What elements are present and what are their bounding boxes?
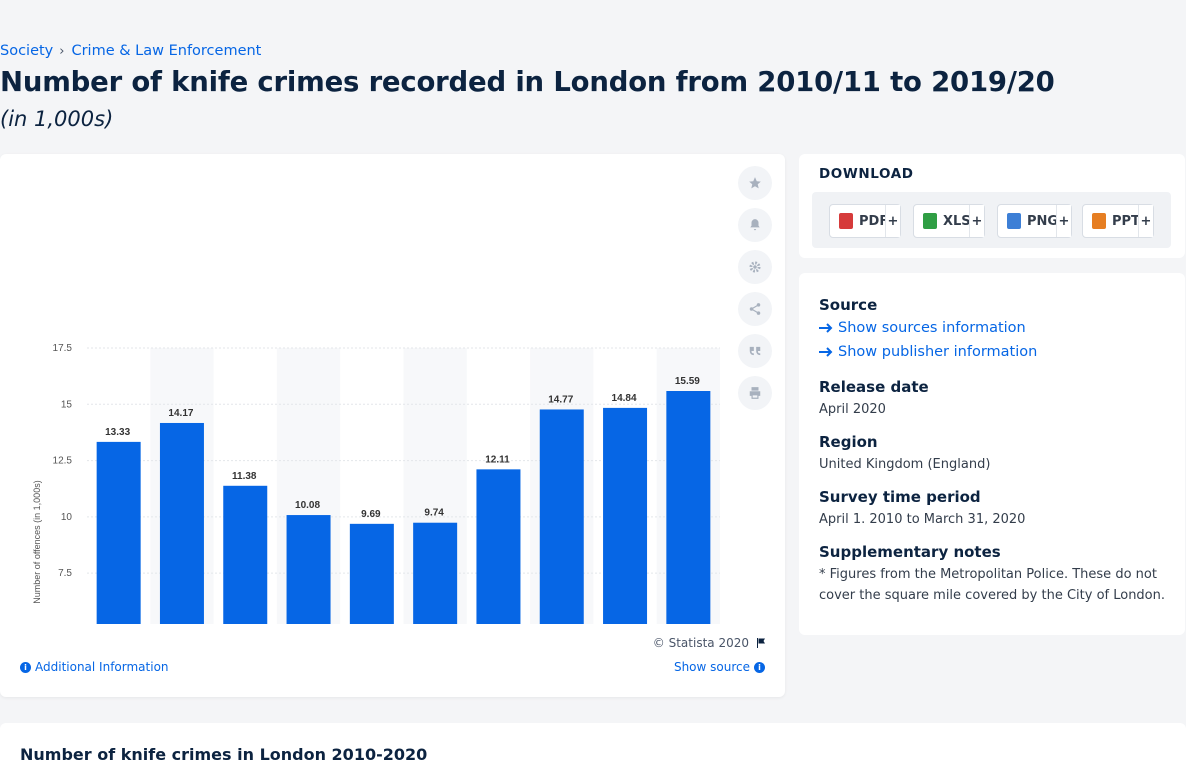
gear-icon bbox=[749, 261, 761, 273]
data-label: 10.08 bbox=[295, 500, 320, 511]
flag-icon[interactable] bbox=[755, 637, 767, 649]
statistic-details-card: Source Show sources information Show pub… bbox=[799, 273, 1185, 635]
show-sources-label: Show sources information bbox=[838, 320, 1026, 336]
share-icon bbox=[749, 303, 761, 315]
show-publisher-link[interactable]: Show publisher information bbox=[819, 344, 1037, 360]
copyright-notice: © Statista 2020 bbox=[653, 636, 767, 650]
data-label: 9.74 bbox=[424, 508, 444, 519]
download-xls-button[interactable]: XLS + bbox=[913, 204, 985, 238]
top-bar bbox=[0, 0, 1186, 38]
bar[interactable] bbox=[476, 469, 521, 624]
print-button[interactable] bbox=[738, 376, 772, 410]
favorite-button[interactable] bbox=[738, 166, 772, 200]
download-xls-label: XLS bbox=[943, 213, 971, 229]
download-buttons: PDF + XLS + PNG + PPT + bbox=[812, 192, 1171, 248]
y-axis-label: Number of offences (in 1,000s) bbox=[32, 480, 42, 603]
arrow-right-icon bbox=[819, 323, 833, 333]
bar[interactable] bbox=[96, 441, 141, 624]
download-pdf-plus[interactable]: + bbox=[885, 205, 900, 237]
info-icon: i bbox=[754, 661, 765, 673]
data-label: 14.84 bbox=[612, 393, 637, 404]
breadcrumb-item-crime[interactable]: Crime & Law Enforcement bbox=[71, 43, 262, 59]
data-label: 11.38 bbox=[232, 471, 257, 482]
breadcrumb-item-society[interactable]: Society bbox=[0, 43, 54, 59]
related-statistic-title[interactable]: Number of knife crimes in London 2010-20… bbox=[20, 745, 428, 760]
download-png-label: PNG bbox=[1027, 213, 1059, 229]
share-button[interactable] bbox=[738, 292, 772, 326]
chart-card: 13.33 14.17 11.38 10.08 9.69 9.74 12.11 14.77 14… bbox=[0, 154, 785, 697]
chart-tools bbox=[738, 166, 772, 418]
survey-period-value: April 1. 2010 to March 31, 2020 bbox=[819, 512, 1026, 527]
region-label: Region bbox=[819, 433, 878, 451]
download-xls-plus[interactable]: + bbox=[969, 205, 984, 237]
data-label: 15.59 bbox=[675, 376, 700, 387]
download-png-button[interactable]: PNG + bbox=[997, 204, 1072, 238]
release-date-label: Release date bbox=[819, 378, 929, 396]
survey-period-label: Survey time period bbox=[819, 488, 981, 506]
png-file-icon bbox=[1007, 213, 1021, 229]
download-ppt-label: PPT bbox=[1112, 213, 1140, 229]
download-ppt-button[interactable]: PPT + bbox=[1082, 204, 1154, 238]
settings-button[interactable] bbox=[738, 250, 772, 284]
cite-button[interactable] bbox=[738, 334, 772, 368]
bell-icon bbox=[750, 219, 760, 231]
breadcrumb-separator: › bbox=[59, 43, 65, 59]
download-png-plus[interactable]: + bbox=[1056, 205, 1071, 237]
data-label: 14.17 bbox=[168, 408, 193, 419]
bar[interactable] bbox=[603, 407, 648, 624]
bar[interactable] bbox=[413, 522, 458, 624]
data-label: 12.11 bbox=[485, 454, 510, 465]
release-date-value: April 2020 bbox=[819, 402, 886, 417]
supplementary-notes-value: * Figures from the Metropolitan Police. … bbox=[819, 567, 1166, 603]
additional-info-label: Additional Information bbox=[35, 660, 169, 674]
show-source-link[interactable]: Show source i bbox=[674, 660, 765, 674]
y-tick-label: 10 bbox=[61, 512, 73, 523]
bar[interactable] bbox=[539, 409, 584, 624]
bar-chart: 13.33 14.17 11.38 10.08 9.69 9.74 12.11 14.77 14… bbox=[32, 343, 720, 624]
source-label: Source bbox=[819, 296, 878, 314]
supplementary-notes-label: Supplementary notes bbox=[819, 543, 1001, 561]
page-title: Number of knife crimes recorded in Londo… bbox=[0, 66, 1055, 98]
xls-file-icon bbox=[923, 213, 937, 229]
data-label: 9.69 bbox=[361, 509, 381, 520]
print-icon bbox=[749, 387, 761, 399]
show-publisher-label: Show publisher information bbox=[838, 344, 1038, 360]
quote-icon bbox=[749, 346, 761, 356]
additional-info-link[interactable]: i Additional Information bbox=[20, 660, 169, 674]
copyright-text: © Statista 2020 bbox=[652, 636, 749, 650]
y-tick-label: 17.5 bbox=[53, 343, 73, 354]
arrow-right-icon bbox=[819, 347, 833, 357]
info-icon: i bbox=[20, 661, 31, 673]
y-tick-label: 12.5 bbox=[53, 456, 73, 467]
region-value: United Kingdom (England) bbox=[819, 457, 991, 472]
bar[interactable] bbox=[223, 485, 268, 624]
data-label: 14.77 bbox=[548, 394, 573, 405]
y-tick-label: 15 bbox=[61, 399, 73, 410]
data-label: 13.33 bbox=[105, 427, 130, 438]
download-pdf-button[interactable]: PDF + bbox=[829, 204, 901, 238]
y-tick-label: 7.5 bbox=[58, 568, 72, 579]
notification-button[interactable] bbox=[738, 208, 772, 242]
bar[interactable] bbox=[349, 523, 394, 624]
download-ppt-plus[interactable]: + bbox=[1138, 205, 1153, 237]
show-source-label: Show source bbox=[673, 660, 750, 674]
page-subtitle: (in 1,000s) bbox=[0, 107, 114, 131]
ppt-file-icon bbox=[1092, 213, 1106, 229]
breadcrumb: Society › Crime & Law Enforcement bbox=[0, 43, 261, 59]
show-sources-link[interactable]: Show sources information bbox=[819, 320, 1026, 336]
pdf-file-icon bbox=[839, 213, 853, 229]
bar[interactable] bbox=[159, 422, 204, 624]
bar[interactable] bbox=[286, 515, 331, 624]
star-icon bbox=[749, 177, 761, 189]
download-title: DOWNLOAD bbox=[819, 166, 914, 182]
related-statistic-card: Number of knife crimes in London 2010-20… bbox=[0, 723, 1186, 760]
bar[interactable] bbox=[666, 391, 711, 624]
download-pdf-label: PDF bbox=[859, 213, 889, 229]
download-card: DOWNLOAD PDF + XLS + PNG + PPT + bbox=[799, 154, 1185, 258]
